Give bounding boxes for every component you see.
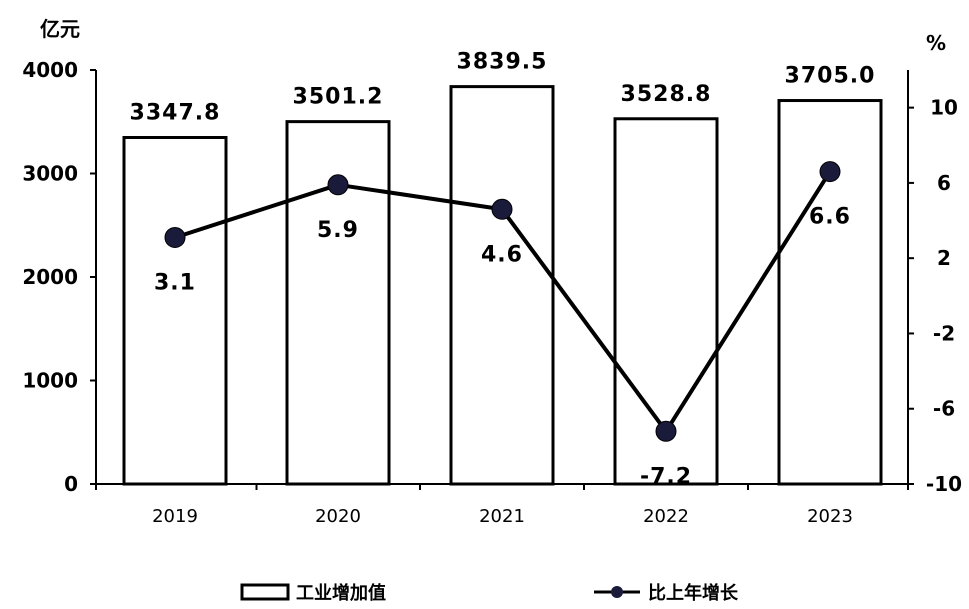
left-y-tick-label: 4000: [22, 58, 78, 82]
line-point-label: -7.2: [640, 464, 692, 489]
left-y-tick-label: 2000: [22, 265, 78, 289]
line-point-marker: [164, 226, 186, 248]
x-tick-label: 2023: [807, 506, 853, 527]
bar-value-label: 3839.5: [457, 50, 548, 75]
bar: [122, 136, 228, 486]
left-y-tick-label: 0: [64, 472, 78, 496]
line-point-label: 3.1: [154, 270, 196, 295]
line-point-label: 6.6: [809, 205, 851, 230]
right-y-tick-label: -2: [933, 321, 955, 345]
legend-bar-swatch: [240, 583, 290, 601]
bar-value-label: 3705.0: [785, 64, 876, 89]
line-point-marker: [819, 161, 841, 183]
axes-group: 0 1000 2000 3000 4000 -10 -6 -2 2 6 10 亿元% 2019 2020 2…: [22, 17, 962, 527]
bar-value-label: 3347.8: [130, 101, 221, 126]
bars-group: [122, 85, 883, 486]
legend-bar-label: 工业增加值: [296, 582, 386, 604]
legend-line-label: 比上年增长: [648, 582, 739, 604]
line-point-marker: [655, 420, 677, 442]
bar-value-label: 3528.8: [621, 82, 712, 107]
right-axis-unit-label: %: [926, 31, 946, 55]
line-series-group: [164, 161, 841, 442]
right-y-tick-label: 2: [937, 246, 951, 270]
labels-group: 3347.8 3501.2 3839.5 3528.8 3705.0 3.1 5.9 4.6 -…: [130, 50, 876, 490]
x-tick-label: 2021: [479, 506, 525, 527]
line-point-marker: [327, 174, 349, 196]
left-y-tick-label: 3000: [22, 162, 78, 186]
left-axis-unit-label: 亿元: [40, 17, 80, 41]
right-y-tick-label: -10: [926, 472, 962, 496]
line-point-label: 5.9: [317, 218, 359, 243]
right-y-tick-label: 10: [930, 96, 958, 120]
right-y-tick-label: -6: [933, 397, 955, 421]
legend: 工业增加值 比上年增长: [240, 582, 739, 604]
bar: [449, 85, 555, 486]
x-tick-label: 2019: [152, 506, 198, 527]
bar: [777, 99, 883, 486]
bar-value-label: 3501.2: [293, 85, 384, 110]
left-y-tick-label: 1000: [22, 369, 78, 393]
x-tick-label: 2022: [643, 506, 689, 527]
x-tick-label: 2020: [315, 506, 361, 527]
line-point-marker: [491, 198, 513, 220]
line-point-label: 4.6: [481, 242, 523, 267]
right-y-tick-label: 6: [937, 171, 951, 195]
legend-line-marker: [611, 586, 623, 598]
